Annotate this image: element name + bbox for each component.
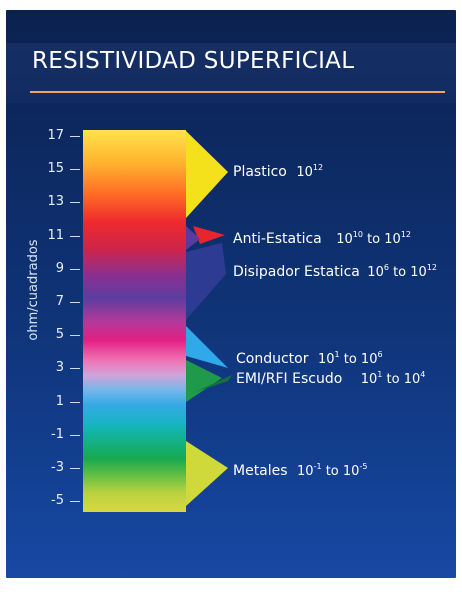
metales-name: Metales [233,463,288,479]
y-tick-label: -3 [51,460,64,475]
y-tick-label: 15 [47,161,64,177]
y-tick-label: 1 [55,393,64,409]
metales-label: Metales 10-1 to 10-5 [233,462,367,479]
disipador-pointer [186,243,226,320]
y-tick-mark [70,268,80,270]
y-tick-mark [70,468,80,469]
plastico-name: Plastico [233,164,287,180]
metales-pointer [186,441,228,506]
y-tick-label: 17 [47,128,64,143]
emi-rfi-range: 101 to 104 [360,370,426,387]
disipador-range: 106 to 1012 [367,263,438,280]
y-tick-label: 7 [55,294,64,309]
y-tick-label: -1 [51,426,64,442]
y-tick-mark [70,401,80,403]
y-tick-mark [70,335,80,337]
metales-range: 10-1 to 10-5 [297,462,368,479]
y-tick-mark [70,202,80,204]
conductor-range: 101 to 106 [317,350,383,367]
y-tick-label: 13 [47,194,64,210]
emi-rfi-label: EMI/RFI Escudo 101 to 104 [236,370,425,387]
anti-estatica-label: Anti-Estatica 1010 to 1012 [233,230,411,247]
plastico-pointer [186,131,228,218]
y-tick-mark [70,434,80,436]
conductor-name: Conductor [236,351,309,367]
emi-rfi-shadow [195,375,232,392]
y-tick-mark [70,136,80,137]
y-tick-mark [70,302,80,303]
disipador-label: Disipador Estatica 106 to 1012 [233,263,437,280]
emi-rfi-name: EMI/RFI Escudo [236,371,343,387]
title-underline [30,91,445,93]
anti-estatica-band [186,226,200,250]
y-tick-mark [70,169,80,171]
resistivity-color-scale [83,130,186,512]
title-band [6,43,456,103]
plastico-label: Plastico 1012 [233,163,323,180]
anti-estatica-name: Anti-Estatica [233,231,322,247]
y-tick-label: -5 [51,493,64,509]
conductor-label: Conductor 101 to 106 [236,350,383,367]
disipador-name: Disipador Estatica [233,264,360,280]
y-tick-mark [70,501,80,503]
emi-rfi-pointer [186,360,222,402]
diagram-title: RESISTIVIDAD SUPERFICIAL [32,48,355,74]
y-tick-label: 9 [55,260,64,276]
y-tick-label: 11 [47,227,64,243]
y-tick-mark [70,368,80,370]
y-tick-label: 5 [55,327,64,343]
anti-estatica-pointer [193,226,225,244]
diagram-panel [6,10,456,578]
conductor-pointer [186,326,228,368]
plastico-value: 1012 [296,163,324,180]
y-tick-label: 3 [55,360,64,376]
y-tick-mark [70,235,80,237]
anti-estatica-range: 1010 to 1012 [336,230,412,247]
